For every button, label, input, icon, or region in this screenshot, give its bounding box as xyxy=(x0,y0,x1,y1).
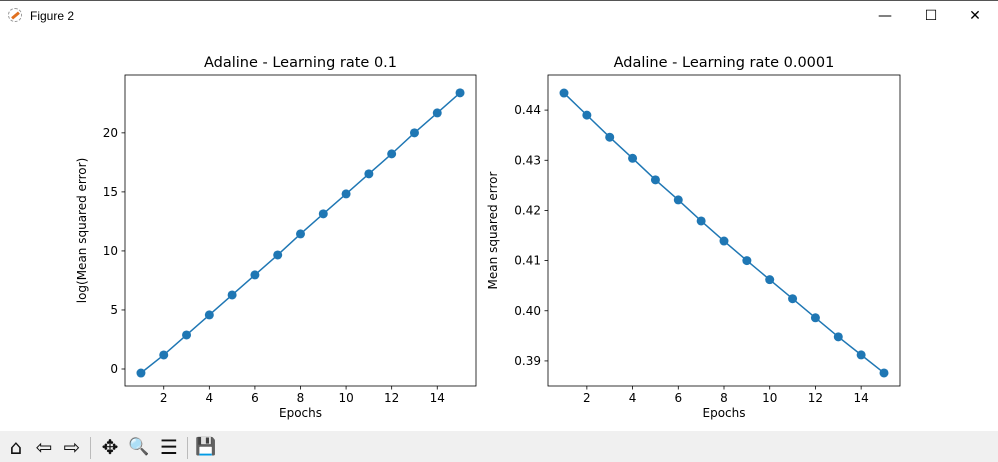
x-tick-label: 6 xyxy=(674,391,682,405)
data-point xyxy=(559,88,569,98)
data-point xyxy=(182,330,192,340)
toolbar-separator xyxy=(187,437,188,459)
data-point xyxy=(250,270,260,280)
x-axis-label: Epochs xyxy=(703,406,746,420)
y-tick-label: 0 xyxy=(110,362,118,376)
chart-title: Adaline - Learning rate 0.1 xyxy=(204,55,397,71)
data-point xyxy=(879,368,889,378)
figure-canvas: 2 4 6 8 10 12 14 0 5 10 15 20 Adaline - Learning rat… xyxy=(75,55,901,420)
matplotlib-app-icon xyxy=(8,8,22,22)
x-tick-label: 2 xyxy=(160,391,168,405)
data-point xyxy=(364,169,374,179)
y-axis-label: log(Mean squared error) xyxy=(75,158,89,304)
minimize-button[interactable]: — xyxy=(878,8,892,24)
data-point xyxy=(432,108,442,118)
y-tick-label: 0.43 xyxy=(514,153,541,167)
data-point xyxy=(788,294,798,304)
data-point xyxy=(159,350,169,360)
x-tick-label: 6 xyxy=(251,391,259,405)
x-tick-label: 10 xyxy=(338,391,353,405)
y-tick-label: 10 xyxy=(103,244,118,258)
close-button[interactable]: ✕ xyxy=(969,8,981,24)
x-axis-label: Epochs xyxy=(279,406,322,420)
data-point xyxy=(273,250,283,260)
y-tick-label: 15 xyxy=(103,185,118,199)
data-point xyxy=(136,368,146,378)
data-point xyxy=(742,256,752,266)
x-tick-label: 14 xyxy=(854,391,869,405)
data-point xyxy=(673,195,683,205)
data-point xyxy=(455,88,465,98)
y-tick-label: 0.41 xyxy=(514,254,541,268)
save-button[interactable]: 💾 xyxy=(195,437,217,457)
chart-title: Adaline - Learning rate 0.0001 xyxy=(614,55,835,71)
x-tick-label: 4 xyxy=(206,391,214,405)
x-tick-label: 8 xyxy=(297,391,305,405)
zoom-button[interactable]: 🔍 xyxy=(128,437,150,457)
data-point xyxy=(318,209,328,219)
data-point xyxy=(856,350,866,360)
data-point xyxy=(765,275,775,285)
data-point xyxy=(719,236,729,246)
x-tick-label: 2 xyxy=(583,391,591,405)
data-point xyxy=(833,332,843,342)
data-point xyxy=(605,132,615,142)
data-point xyxy=(696,216,706,226)
x-tick-label: 4 xyxy=(629,391,637,405)
configure-subplots-button[interactable]: ☰ xyxy=(160,435,178,459)
data-point xyxy=(296,229,305,239)
y-tick-label: 0.40 xyxy=(514,304,541,318)
x-tick-label: 12 xyxy=(384,391,399,405)
data-point xyxy=(582,110,592,120)
data-point xyxy=(341,189,351,199)
data-point xyxy=(810,313,820,323)
data-point xyxy=(204,310,214,320)
data-point xyxy=(409,128,419,138)
x-tick-label: 8 xyxy=(720,391,728,405)
pan-button[interactable]: ✥ xyxy=(101,435,119,459)
data-point xyxy=(650,175,660,185)
x-tick-label: 14 xyxy=(430,391,445,405)
subplot-2: 2 4 6 8 10 12 14 0.39 0.40 0.41 0.42 0.43 0.44 Adalin… xyxy=(486,55,901,420)
navigation-toolbar: ⌂ ⇦ ⇨ ✥ 🔍 ☰ 💾 xyxy=(0,431,998,462)
title-bar: Figure 2 — ☐ ✕ xyxy=(0,0,998,30)
data-point xyxy=(628,153,638,163)
y-tick-label: 0.44 xyxy=(514,103,541,117)
x-tick-label: 12 xyxy=(808,391,823,405)
y-tick-label: 20 xyxy=(103,126,118,140)
back-button[interactable]: ⇦ xyxy=(35,435,53,459)
y-axis-label: Mean squared error xyxy=(486,171,500,289)
y-tick-label: 0.39 xyxy=(514,354,541,368)
subplot-1: 2 4 6 8 10 12 14 0 5 10 15 20 Adaline - Learning rat… xyxy=(75,55,477,420)
axes-frame xyxy=(547,74,901,387)
data-point xyxy=(387,149,397,159)
y-tick-label: 0.42 xyxy=(514,203,541,217)
data-point xyxy=(227,290,237,300)
y-tick-label: 5 xyxy=(110,303,118,317)
forward-button[interactable]: ⇨ xyxy=(63,435,81,459)
maximize-button[interactable]: ☐ xyxy=(924,8,938,24)
x-tick-label: 10 xyxy=(762,391,777,405)
window-title: Figure 2 xyxy=(30,9,75,23)
toolbar-separator xyxy=(90,437,91,459)
home-button[interactable]: ⌂ xyxy=(9,435,23,459)
